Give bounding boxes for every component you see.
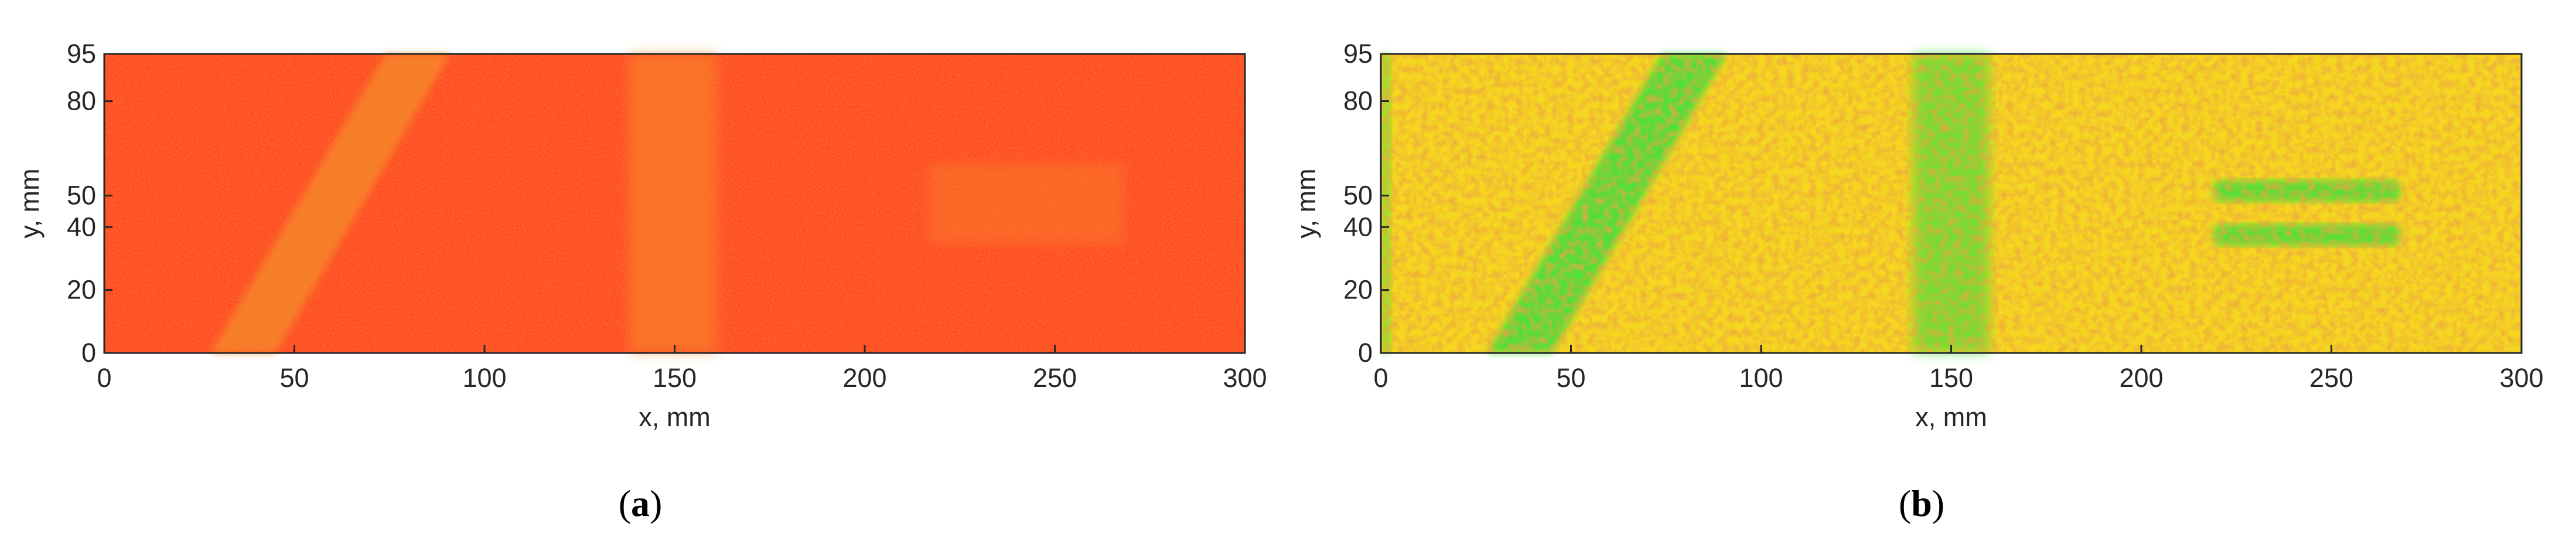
y-axis-label-a: y, mm [15,168,45,238]
x-tick-label: 300 [2499,363,2543,393]
y-tick-label: 50 [67,181,96,210]
y-tick-label: 0 [1358,338,1373,368]
y-tick-label: 95 [1343,39,1373,69]
panel-letter-b: b [1911,483,1932,524]
y-tick-label: 80 [1343,86,1373,116]
x-tick-label: 50 [1556,363,1585,393]
y-tick-label: 80 [67,86,96,116]
x-tick-label: 200 [2119,363,2163,393]
feature-diagonal-band [210,54,451,353]
y-tick-label: 40 [67,212,96,242]
x-tick-label: 0 [1373,363,1388,393]
y-tick-label: 20 [67,275,96,305]
y-tick-label: 20 [1343,275,1373,305]
heatmap-b [1381,54,2522,353]
y-tick-label: 40 [1343,212,1373,242]
x-tick-label: 250 [2309,363,2353,393]
x-tick-label: 50 [279,363,309,393]
x-tick-label: 0 [97,363,111,393]
x-axis-label-a: x, mm [639,402,710,432]
feature-vertical-band [629,54,716,353]
panel-label-a: (a) [619,483,663,524]
y-axis-label-b: y, mm [1291,168,1321,238]
panel-label-b: (b) [1899,483,1944,524]
x-tick-label: 100 [1739,363,1783,393]
heatmap-a [104,54,1245,353]
heatmap-a-features [210,54,1124,353]
x-tick-label: 150 [1929,363,1973,393]
heatmap-b-texture [1381,54,2522,353]
x-tick-label: 100 [462,363,506,393]
x-tick-label: 200 [842,363,886,393]
y-tick-label: 0 [81,338,96,368]
panel-letter-a: a [631,483,650,524]
y-tick-label: 95 [67,39,96,69]
x-tick-label: 300 [1223,363,1267,393]
x-tick-label: 150 [653,363,697,393]
x-axis-label-b: x, mm [1915,402,1987,432]
feature-rectangle [929,164,1124,243]
y-tick-label: 50 [1343,181,1373,210]
x-tick-label: 250 [1033,363,1077,393]
